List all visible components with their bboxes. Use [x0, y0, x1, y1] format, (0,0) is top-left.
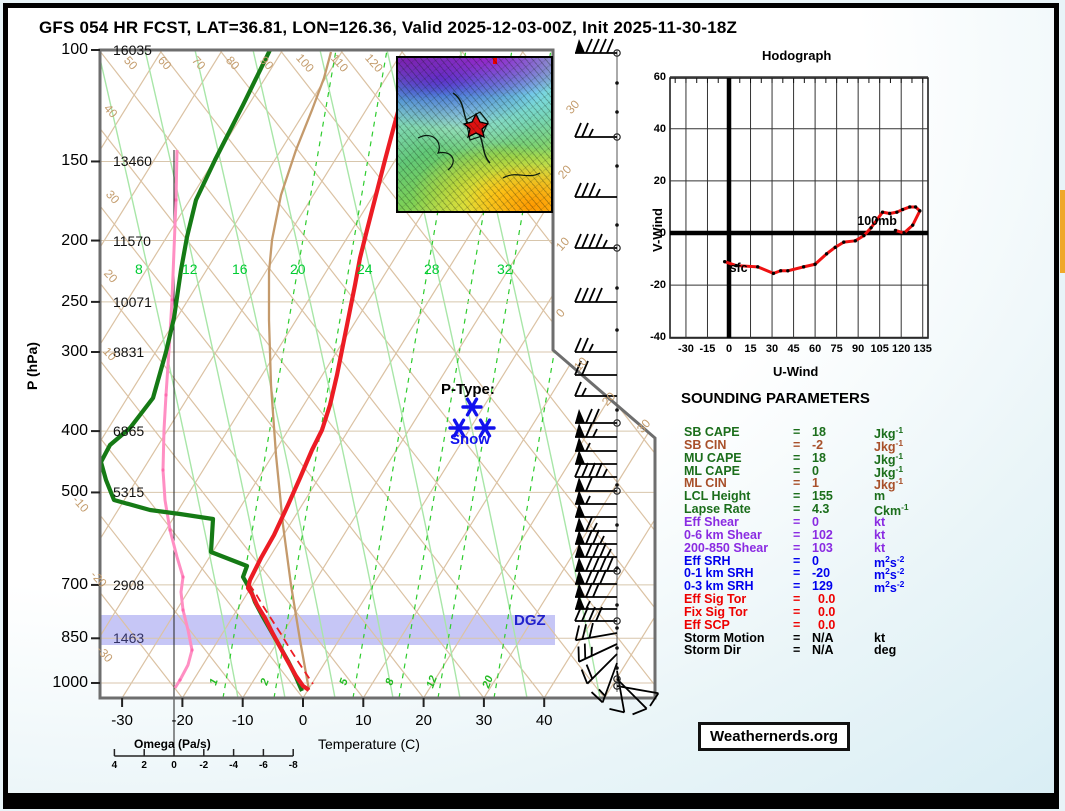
wind-barb-icon — [575, 38, 621, 57]
wind-barb-icon — [574, 287, 617, 303]
branding-text: Weathernerds.org — [710, 728, 839, 745]
dgz-band — [100, 615, 555, 645]
wind-barb-icon — [575, 408, 621, 427]
wind-barb-icon — [575, 556, 621, 575]
branding-box[interactable]: Weathernerds.org — [698, 722, 851, 751]
wind-barb-icon — [575, 422, 617, 438]
wind-barb-icon — [574, 122, 621, 141]
bottom-frame-bar — [3, 793, 1059, 809]
wind-barb-icon — [574, 337, 617, 353]
wind-barb-icon — [574, 381, 617, 397]
wind-barb-icon — [574, 360, 617, 376]
wind-barb-icon — [575, 595, 617, 610]
snowflake-icon — [461, 397, 483, 417]
wind-barb-icon — [574, 622, 618, 642]
parcel-trace-line — [267, 51, 333, 691]
wind-barb-icon — [574, 606, 621, 625]
right-edge-orange-strip — [1060, 190, 1065, 273]
wind-barb-icon — [574, 233, 621, 252]
wind-barb-icon — [590, 662, 618, 704]
chart-title: GFS 054 HR FCST, LAT=36.81, LON=126.36, … — [39, 18, 738, 37]
wind-barb-icon — [580, 653, 618, 685]
wind-barb-icon — [575, 542, 617, 558]
snowflake-icon — [474, 418, 496, 438]
wind-barb-icon — [575, 569, 617, 585]
wind-barb-icon — [574, 182, 617, 198]
wind-barb-icon — [613, 682, 660, 707]
wind-barb-icon — [574, 462, 617, 478]
wind-barb-icon — [575, 490, 617, 505]
wind-barb-icon — [575, 582, 617, 598]
wind-barb-icon — [577, 643, 618, 663]
wind-barb-icon — [613, 675, 648, 716]
virtual-temp-line — [248, 583, 314, 685]
wind-barb-icon — [609, 670, 626, 714]
wind-barb-icon — [575, 503, 617, 518]
wind-barb-icon — [575, 529, 617, 545]
wind-barb-icon — [575, 437, 617, 452]
temperature-line — [245, 107, 402, 692]
wind-barb-icon — [575, 516, 617, 532]
wind-barb-icon — [575, 450, 617, 465]
skewt-border — [98, 48, 657, 700]
snowflake-icon — [448, 418, 470, 438]
hodograph-plot — [669, 77, 929, 339]
wind-barb-icon — [575, 476, 621, 495]
